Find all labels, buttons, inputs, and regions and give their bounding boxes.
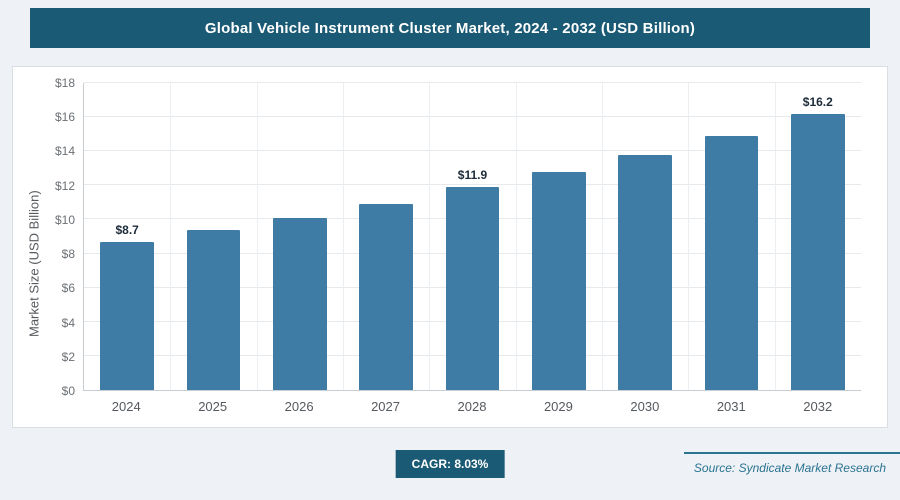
bar-column-2026	[257, 83, 343, 390]
bar-2029	[532, 171, 586, 390]
chart-title-bar: Global Vehicle Instrument Cluster Market…	[30, 8, 870, 48]
v-gridline	[256, 83, 258, 390]
bar-2028	[445, 187, 500, 390]
x-axis-label-2024: 2024	[111, 399, 141, 414]
source-wrap: Source: Syndicate Market Research	[684, 452, 900, 477]
h-gridline	[84, 184, 861, 186]
y-tick-label: $18	[54, 76, 75, 90]
x-axis-label-2031: 2031	[716, 399, 746, 414]
bar-column-2027	[343, 83, 429, 390]
y-tick-label: $10	[54, 212, 75, 227]
h-gridline	[84, 150, 861, 152]
bar-2026	[273, 217, 327, 390]
x-axis-labels: 2024 2025 2026 2027 2028 2029 2030 2031 2032	[83, 391, 861, 419]
footer: CAGR: 8.03% Source: Syndicate Market Res…	[0, 450, 900, 484]
bar-column-2031	[688, 83, 774, 390]
bar-2025	[186, 229, 241, 390]
chart-body: Market Size (USD Billion) $0 $2 $4 $6 $8 $10 $…	[23, 76, 861, 419]
v-gridline	[170, 83, 172, 390]
v-gridline	[429, 83, 431, 390]
chart-main: $0 $2 $4 $6 $8 $10 $12 $14 $16 $18 $8.7 $11.9 $16.2…	[45, 76, 861, 419]
y-tick-label: $12	[54, 178, 75, 193]
bar-value-label: $16.2	[802, 94, 833, 109]
chart-title: Global Vehicle Instrument Cluster Market…	[204, 19, 696, 37]
y-tick-label: $8	[61, 247, 75, 262]
bar-2027	[359, 204, 413, 390]
y-tick-label: $16	[54, 110, 75, 125]
v-gridline	[774, 83, 776, 390]
bar-column-2028: $11.9	[429, 83, 515, 390]
x-axis-label-2027: 2027	[371, 399, 400, 414]
cagr-badge: CAGR: 8.03%	[395, 450, 505, 478]
plot-area: $8.7 $11.9 $16.2	[83, 82, 861, 391]
bar-column-2032: $16.2	[775, 83, 861, 390]
y-axis-ticks: $0 $2 $4 $6 $8 $10 $12 $14 $16 $18	[45, 76, 83, 398]
x-axis-row: 2024 2025 2026 2027 2028 2029 2030 2031 2032	[45, 391, 861, 419]
plot-row: $0 $2 $4 $6 $8 $10 $12 $14 $16 $18 $8.7 $11.9 $16.2	[45, 76, 861, 398]
bar-2024	[100, 241, 154, 390]
v-gridline	[601, 83, 603, 390]
source-text: Source: Syndicate Market Research	[693, 461, 886, 475]
bar-2032	[791, 113, 845, 390]
y-tick-label: $4	[61, 315, 75, 330]
h-gridline	[84, 116, 861, 118]
y-tick-label: $6	[61, 281, 75, 296]
x-axis-label-2026: 2026	[284, 399, 314, 414]
v-gridline	[342, 83, 344, 390]
y-tick-label: $0	[61, 384, 75, 398]
chart-card: Market Size (USD Billion) $0 $2 $4 $6 $8 $10 $…	[12, 66, 888, 428]
x-axis-label-2030: 2030	[630, 399, 660, 414]
bar-column-2030	[602, 83, 688, 390]
bars-row: $8.7 $11.9 $16.2	[84, 83, 861, 390]
y-tick-label: $14	[54, 144, 75, 159]
bar-column-2029	[516, 83, 602, 390]
bar-column-2024: $8.7	[84, 83, 170, 390]
x-axis-label-2025: 2025	[198, 399, 228, 414]
h-gridline	[84, 82, 861, 83]
x-axis-label-2032: 2032	[803, 399, 833, 414]
bar-column-2025	[170, 83, 256, 390]
v-gridline	[688, 83, 690, 390]
y-axis-title: Market Size (USD Billion)	[26, 190, 42, 338]
bar-value-label: $8.7	[115, 222, 139, 237]
v-gridline	[515, 83, 517, 390]
bar-value-label: $11.9	[457, 168, 488, 183]
x-axis-label-2028: 2028	[457, 399, 487, 414]
bar-2031	[704, 135, 759, 390]
y-tick-label: $2	[61, 349, 75, 364]
x-axis-label-2029: 2029	[543, 399, 573, 414]
bar-2030	[618, 154, 672, 390]
